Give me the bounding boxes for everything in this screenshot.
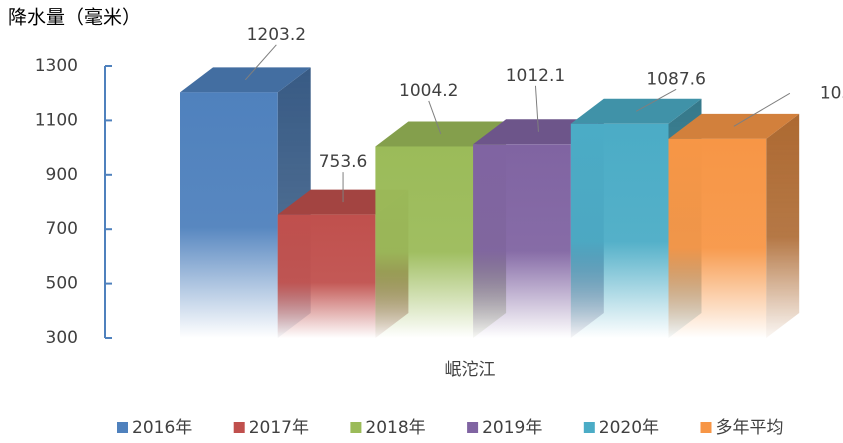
legend-label: 2018年 [365,418,425,438]
leader-line [428,100,442,135]
bar-side [766,113,800,339]
bar [570,123,669,338]
bar [375,146,474,338]
y-tick-label: 300 [46,328,78,348]
legend-label: 2020年 [599,418,659,438]
legend-swatch [117,422,128,433]
y-axis-label: 降水量（毫米） [8,7,141,29]
bar [180,92,278,339]
legend-label: 2017年 [249,418,309,438]
value-label: 753.6 [319,152,368,172]
legend-label: 2016年 [132,418,192,438]
value-label: 1004.2 [399,81,458,101]
bar [668,138,767,338]
legend-swatch [467,422,479,433]
bar [473,144,571,338]
legend-swatch [350,422,362,433]
value-label: 1087.6 [646,69,705,89]
leader-line [635,88,677,112]
y-tick-label: 1100 [35,110,78,130]
bar [277,214,376,338]
y-tick-label: 900 [46,165,78,185]
y-tick-label: 700 [46,219,78,239]
value-label: 1203.2 [247,25,306,45]
legend-swatch [583,422,595,433]
value-label: 1012.1 [506,66,565,86]
leader-line [733,92,791,127]
y-tick-label: 500 [46,274,78,294]
y-tick-label: 1300 [35,56,78,76]
value-label: 1032.3 [820,83,843,103]
x-tick-label: 岷沱江 [445,360,496,380]
leader-line [534,85,539,132]
legend-label: 2019年 [482,418,542,438]
legend-label: 多年平均 [716,418,784,438]
legend-swatch [700,422,712,433]
leader-line [244,44,277,81]
bar-top [668,113,800,139]
legend-swatch [233,422,245,433]
